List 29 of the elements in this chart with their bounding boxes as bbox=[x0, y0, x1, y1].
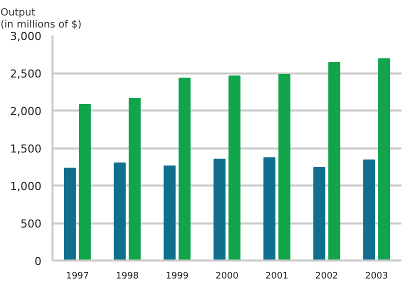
bar bbox=[64, 168, 76, 260]
bar bbox=[114, 162, 126, 260]
y-tick-label: 2,500 bbox=[10, 68, 42, 80]
bar bbox=[263, 157, 276, 260]
x-tick-label: 2001 bbox=[265, 272, 288, 282]
y-tick-label: 3,000 bbox=[10, 30, 42, 43]
y-tick-label: 0 bbox=[34, 255, 42, 268]
bar bbox=[164, 166, 176, 260]
bar bbox=[378, 58, 390, 260]
y-tick-label: 1,000 bbox=[10, 180, 42, 193]
bar bbox=[278, 74, 290, 260]
x-tick-label: 1998 bbox=[116, 272, 140, 282]
bar bbox=[214, 158, 226, 260]
x-tick-label: 2003 bbox=[365, 272, 388, 282]
bar bbox=[363, 160, 376, 260]
bar bbox=[328, 62, 340, 260]
y-tick-label: 2,000 bbox=[10, 105, 42, 118]
x-tick-label: 1997 bbox=[66, 272, 89, 282]
y-axis-title: Output (in millions of $) bbox=[0, 7, 82, 30]
bar bbox=[78, 104, 91, 260]
x-tick-label: 2000 bbox=[216, 272, 239, 282]
bar bbox=[228, 76, 240, 260]
x-tick-label: 1999 bbox=[166, 272, 189, 282]
bar bbox=[178, 78, 191, 260]
y-tick-label: 1,500 bbox=[10, 142, 42, 156]
bar bbox=[313, 167, 326, 260]
bar bbox=[128, 98, 141, 260]
y-tick-label: 500 bbox=[20, 218, 42, 230]
x-tick-label: 2002 bbox=[315, 272, 338, 282]
